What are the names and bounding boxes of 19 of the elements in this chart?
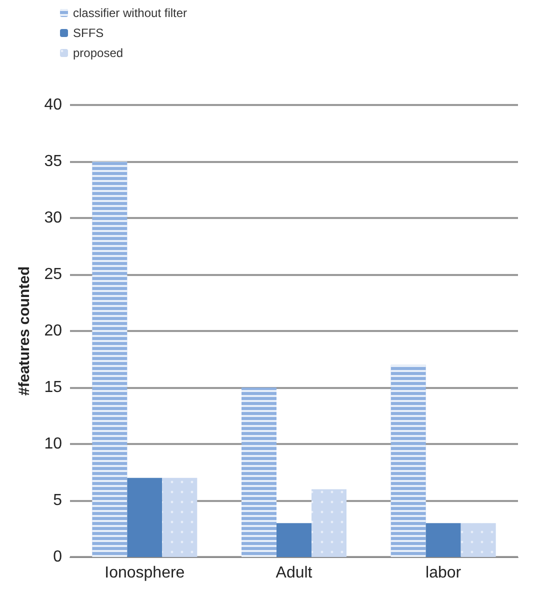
legend-label: SFFS bbox=[73, 26, 104, 40]
bar bbox=[276, 523, 312, 557]
y-tick-label: 0 bbox=[53, 548, 62, 566]
x-tick-label: Adult bbox=[276, 564, 313, 582]
legend-label: proposed bbox=[73, 46, 124, 60]
y-tick-label: 40 bbox=[44, 96, 62, 114]
y-tick-label: 5 bbox=[53, 492, 62, 509]
x-tick-label: labor bbox=[426, 564, 462, 582]
y-tick-label: 30 bbox=[44, 210, 62, 226]
y-tick-label: 35 bbox=[44, 153, 62, 170]
bar bbox=[426, 523, 461, 557]
legend-label: classifier without filter bbox=[73, 6, 188, 20]
y-tick-label: 15 bbox=[44, 379, 62, 396]
x-tick-label: Ionosphere bbox=[104, 564, 185, 582]
bar bbox=[127, 478, 162, 557]
y-axis-title: #features counted bbox=[16, 266, 33, 396]
y-tick-label: 25 bbox=[44, 266, 62, 283]
y-tick-label: 10 bbox=[44, 436, 62, 452]
y-tick-label: 20 bbox=[44, 322, 62, 340]
